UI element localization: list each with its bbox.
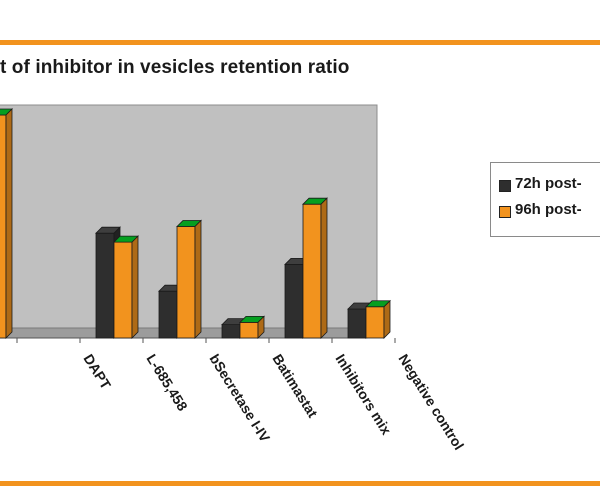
bar-96h-2: [113, 241, 133, 339]
chart-legend: 72h post- 96h post-: [490, 162, 600, 237]
x-tick-label-4: Batimastat: [269, 351, 321, 420]
bar-72h-6: [347, 308, 367, 339]
legend-swatch-96h: [499, 206, 511, 218]
bar-96h-4-side: [257, 315, 265, 339]
chart-title: t of inhibitor in vesicles retention rat…: [0, 57, 350, 78]
bar-72h-3: [158, 290, 178, 339]
bar-96h-5: [302, 203, 322, 339]
bar-96h-4: [239, 321, 259, 339]
bar-96h-2-side: [131, 235, 139, 339]
x-tick-label-6: Negative control: [395, 351, 467, 453]
bar-96h-3-side: [194, 219, 202, 339]
legend-swatch-72h: [499, 180, 511, 192]
bar-96h-0-side: [5, 108, 13, 339]
legend-label-72h: 72h post-: [515, 175, 582, 192]
bottom-orange-rule: [0, 481, 600, 486]
legend-label-96h: 96h post-: [515, 201, 582, 218]
x-tick-label-1: DAPT: [80, 351, 114, 392]
bar-96h-3: [176, 226, 196, 339]
bar-96h-5-side: [320, 197, 328, 339]
bar-72h-2: [95, 232, 115, 339]
bar-96h-6: [365, 306, 385, 339]
top-orange-rule: [0, 40, 600, 45]
x-tick-label-3: bSecretase I-IV: [206, 351, 273, 445]
x-tick-label-5: Inhibitors mix: [332, 351, 394, 437]
x-tick-label-2: L-685,458: [143, 351, 191, 414]
bar-72h-5: [284, 264, 304, 339]
bar-72h-4: [221, 324, 241, 339]
bar-96h-6-side: [383, 299, 391, 339]
bar-96h-0: [0, 114, 7, 339]
